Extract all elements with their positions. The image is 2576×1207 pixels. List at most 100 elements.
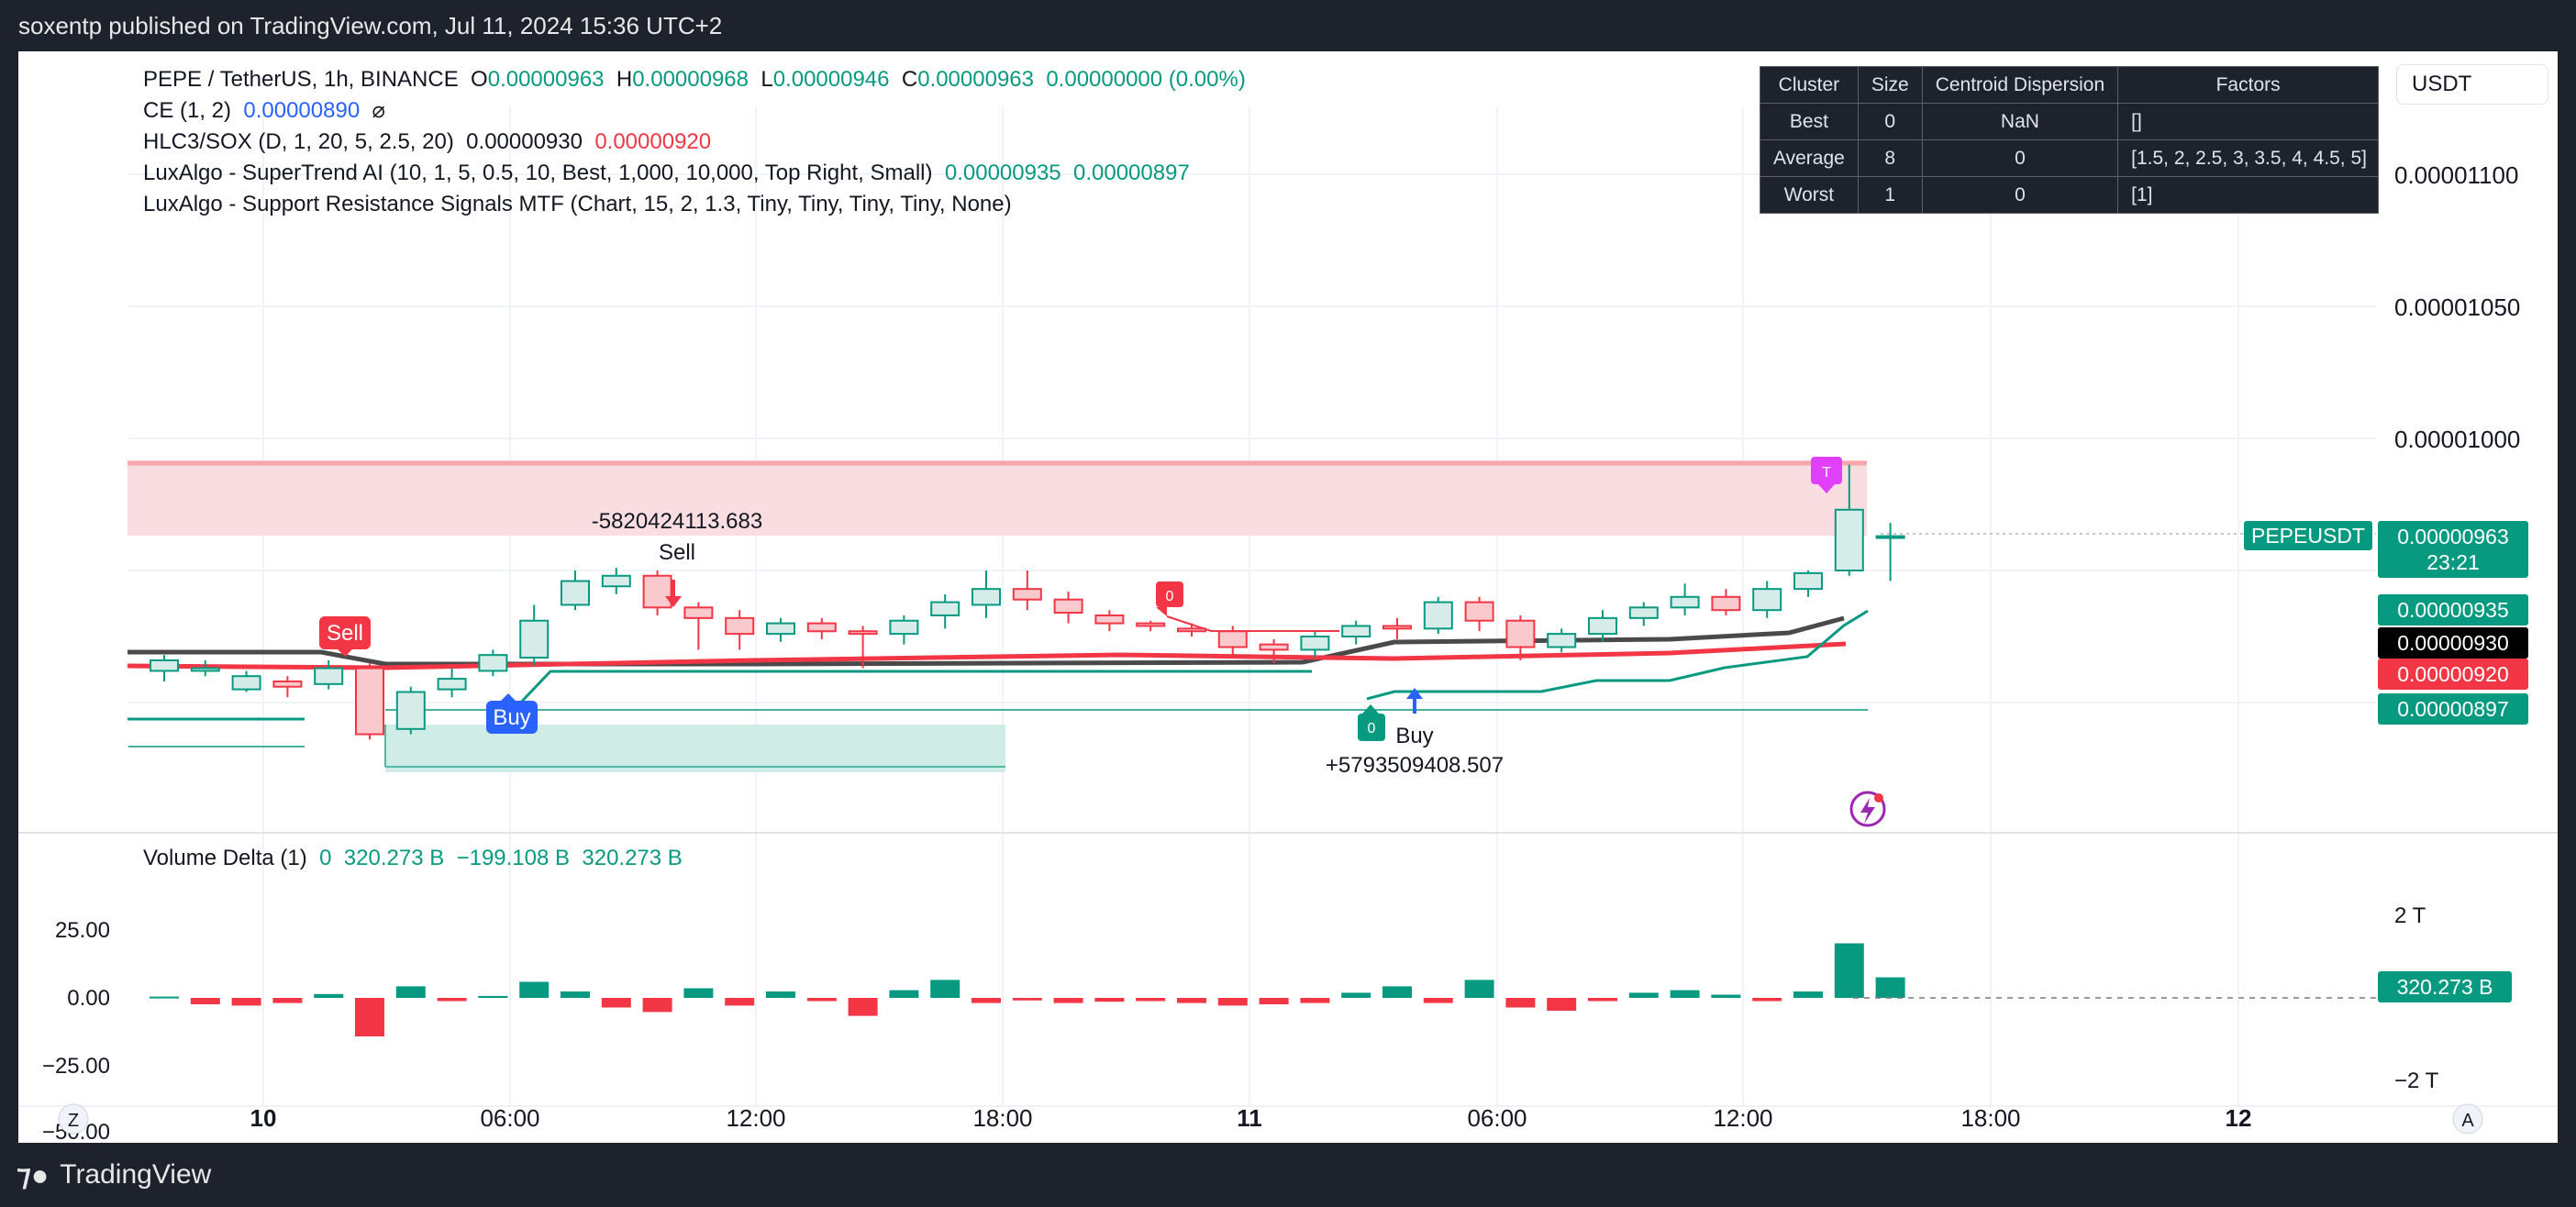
candle-body <box>1464 601 1494 622</box>
grid-lines <box>128 106 2376 1106</box>
candle <box>1505 615 1536 660</box>
legend-change: 0.00000000 (0.00%) <box>1046 67 1246 92</box>
candle <box>231 670 261 692</box>
flash-icon[interactable] <box>1849 791 1886 827</box>
volume-bar <box>1793 991 1823 998</box>
legend-ce-name: CE (1, 2) <box>143 98 232 123</box>
candle <box>1547 628 1577 653</box>
hlc-red-line <box>127 641 1847 670</box>
cell: [] <box>2117 103 2380 140</box>
time-axis-left-button[interactable]: Z <box>58 1103 89 1135</box>
candle <box>1300 631 1330 659</box>
price-tick: 0.00001100 <box>2394 161 2518 189</box>
candle <box>478 649 508 677</box>
legend-hlc-row[interactable]: HLC3/SOX (D, 1, 20, 5, 2.5, 20) 0.000009… <box>143 127 1246 158</box>
volume-delta-bars: 25.000.00−25.00−50.002 T0−2 T <box>42 903 2439 1143</box>
auto-scale-button[interactable]: A <box>2452 1103 2483 1135</box>
vd-v2: −199.108 B <box>456 846 571 870</box>
legend-symbol-row[interactable]: PEPE / TetherUS, 1h, BINANCE O0.00000963… <box>143 64 1246 95</box>
volume-bar <box>1341 992 1371 998</box>
badge-zero-red[interactable]: 0 <box>1156 581 1339 632</box>
candle-body <box>272 680 303 688</box>
volume-bar <box>806 998 837 1002</box>
candle <box>1136 620 1166 632</box>
sell-big-marker[interactable]: Sell <box>319 616 371 657</box>
volume-bar <box>1505 998 1536 1008</box>
legend-sr-row[interactable]: LuxAlgo - Support Resistance Signals MTF… <box>143 189 1246 220</box>
candle-body <box>1217 630 1248 648</box>
candle <box>1752 581 1782 618</box>
candle <box>1875 523 1905 581</box>
candle-body <box>1259 643 1289 651</box>
candle <box>972 570 1001 618</box>
volume-bar <box>395 986 426 998</box>
candle <box>848 626 878 669</box>
last-price-label: 0.00000963 23:21 <box>2378 521 2528 578</box>
candle-body <box>561 580 590 606</box>
badge-zero-green[interactable]: 0 <box>1358 704 1385 741</box>
candle <box>1588 610 1617 642</box>
cluster-header: Cluster <box>1760 66 1859 104</box>
volume-bar <box>683 988 714 998</box>
legend-high: 0.00000968 <box>632 67 749 92</box>
candle <box>642 570 672 615</box>
candle <box>1259 638 1289 663</box>
candle-body <box>972 588 1001 606</box>
legend-l-label: L <box>761 67 773 92</box>
badge-t[interactable]: T <box>1811 457 1842 493</box>
candle-body <box>1382 625 1412 630</box>
time-axis-left-button-label: Z <box>68 1111 79 1131</box>
legend-supertrend-row[interactable]: LuxAlgo - SuperTrend AI (10, 1, 5, 0.5, … <box>143 158 1246 189</box>
volume-bar <box>1300 998 1330 1003</box>
volume-bar <box>1875 977 1905 998</box>
legend-open: 0.00000963 <box>487 67 605 92</box>
price-chart[interactable]: 25.000.00−25.00−50.002 T0−2 T 1006:0012:… <box>18 51 2558 1143</box>
candle <box>355 662 384 740</box>
time-tick: 12 <box>2226 1104 2252 1132</box>
candle-body <box>1793 571 1823 591</box>
candle <box>314 659 344 690</box>
cell: 0 <box>1921 139 2119 177</box>
candle <box>1464 596 1494 632</box>
legend-ce-row[interactable]: CE (1, 2) 0.00000890 ⌀ <box>143 95 1246 127</box>
cell: 8 <box>1857 139 1923 177</box>
time-tick: 10 <box>250 1104 277 1132</box>
volume-bar <box>889 990 919 998</box>
candle-body <box>1341 625 1371 637</box>
publish-header: soxentp published on TradingView.com, Ju… <box>18 12 723 39</box>
price-tick: 0.00001050 <box>2394 293 2520 321</box>
candle <box>806 617 837 639</box>
vd-v3: 320.273 B <box>582 846 683 870</box>
candle <box>1012 570 1042 611</box>
candle <box>150 655 179 681</box>
volume-bar <box>231 998 261 1006</box>
volume-right-tick: 2 T <box>2394 903 2426 928</box>
volume-bar <box>930 980 960 998</box>
volume-left-tick: −25.00 <box>42 1054 110 1079</box>
volume-bar <box>1053 998 1083 1003</box>
cell: 0 <box>1921 176 2119 214</box>
buy-big-label: Buy <box>493 705 530 730</box>
currency-selector-button[interactable]: USDT <box>2396 64 2548 105</box>
candle-body <box>1177 627 1206 633</box>
auto-scale-button-label: A <box>2461 1111 2474 1131</box>
resistance-zone <box>128 460 1867 536</box>
volume-left-tick: 0.00 <box>67 986 110 1011</box>
candle-body <box>1752 588 1782 612</box>
main-legend: PEPE / TetherUS, 1h, BINANCE O0.00000963… <box>143 64 1246 220</box>
time-axis-left-button-circle <box>58 1103 89 1135</box>
buy-big-marker[interactable]: Buy <box>486 693 538 734</box>
legend-sr-name: LuxAlgo - Support Resistance Signals MTF… <box>143 192 1012 216</box>
candle-body <box>1628 606 1659 619</box>
eye-off-icon[interactable]: ⌀ <box>372 98 385 123</box>
candle-body <box>766 622 795 636</box>
volume-bar <box>848 998 878 1016</box>
price-label-hlc1: 0.00000930 <box>2378 627 2528 659</box>
volume-delta-legend[interactable]: Volume Delta (1) 0 320.273 B −199.108 B … <box>143 846 683 871</box>
last-price-value: 0.00000963 <box>2397 525 2509 548</box>
sell-value-text: -5820424113.683 <box>592 509 762 534</box>
cell: Worst <box>1760 176 1859 214</box>
candle <box>1711 589 1741 615</box>
factors-header: Factors <box>2117 66 2380 104</box>
buy-value-text: +5793509408.507 <box>1326 753 1504 778</box>
